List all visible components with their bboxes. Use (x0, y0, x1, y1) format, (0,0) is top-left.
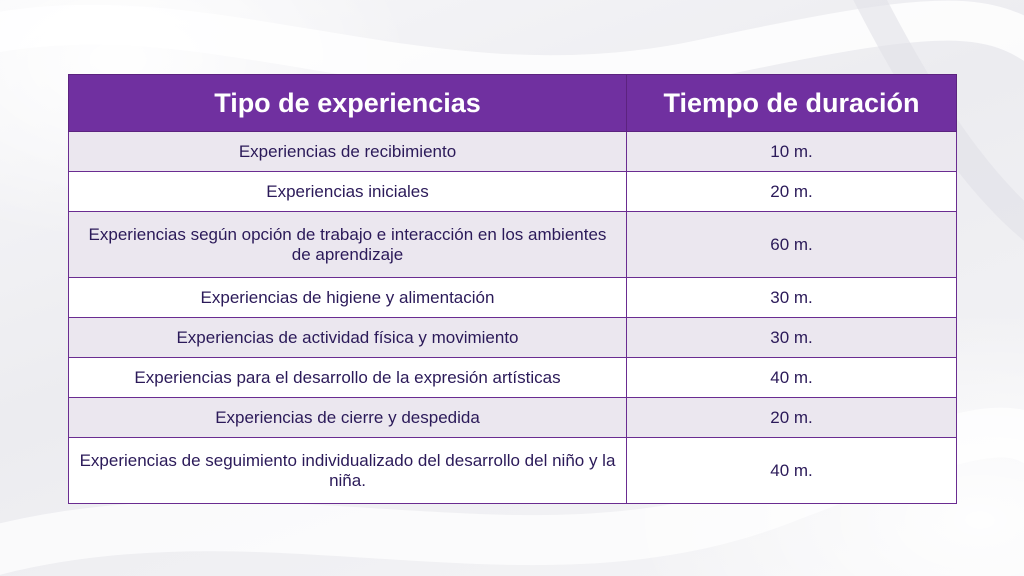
cell-tipo: Experiencias de higiene y alimentación (68, 277, 627, 318)
cell-tipo: Experiencias de recibimiento (68, 131, 627, 172)
table-row: Experiencias de cierre y despedida 20 m. (68, 397, 957, 438)
table-row: Experiencias para el desarrollo de la ex… (68, 357, 957, 398)
table-row: Experiencias de actividad física y movim… (68, 317, 957, 358)
cell-tiempo: 10 m. (626, 131, 957, 172)
table-row: Experiencias según opción de trabajo e i… (68, 211, 957, 278)
header-tipo: Tipo de experiencias (68, 74, 627, 132)
cell-tipo: Experiencias según opción de trabajo e i… (68, 211, 627, 278)
cell-tipo: Experiencias de actividad física y movim… (68, 317, 627, 358)
cell-tipo: Experiencias de cierre y despedida (68, 397, 627, 438)
table-row: Experiencias de seguimiento individualiz… (68, 437, 957, 504)
cell-tipo: Experiencias para el desarrollo de la ex… (68, 357, 627, 398)
cell-tiempo: 20 m. (626, 171, 957, 212)
experiences-table: Tipo de experiencias Tiempo de duración … (68, 74, 957, 504)
table-row: Experiencias de recibimiento 10 m. (68, 131, 957, 172)
cell-tiempo: 20 m. (626, 397, 957, 438)
cell-tipo: Experiencias iniciales (68, 171, 627, 212)
table-row: Experiencias iniciales 20 m. (68, 171, 957, 212)
header-tiempo: Tiempo de duración (626, 74, 957, 132)
cell-tiempo: 40 m. (626, 357, 957, 398)
table-row: Experiencias de higiene y alimentación 3… (68, 277, 957, 318)
cell-tiempo: 60 m. (626, 211, 957, 278)
cell-tiempo: 40 m. (626, 437, 957, 504)
cell-tiempo: 30 m. (626, 317, 957, 358)
table-header-row: Tipo de experiencias Tiempo de duración (68, 74, 957, 132)
cell-tipo: Experiencias de seguimiento individualiz… (68, 437, 627, 504)
cell-tiempo: 30 m. (626, 277, 957, 318)
